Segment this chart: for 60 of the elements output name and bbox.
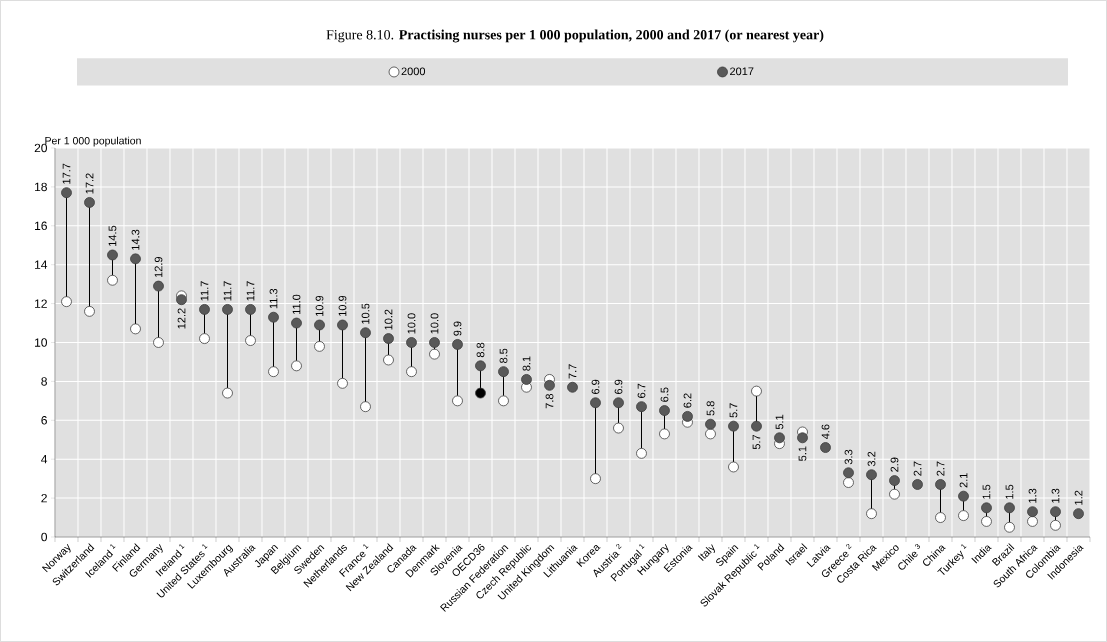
data-label: 14.3 xyxy=(131,229,140,250)
data-label: 1.3 xyxy=(1028,488,1037,503)
data-label: 2.1 xyxy=(959,473,968,488)
data-label: 10.9 xyxy=(338,295,347,316)
data-label: 6.9 xyxy=(591,379,600,395)
data-label: 3.3 xyxy=(844,449,853,465)
data-label: 10.9 xyxy=(315,295,324,316)
data-label: 3.2 xyxy=(867,451,876,467)
data-label: 6.5 xyxy=(660,387,669,402)
data-label: 4.6 xyxy=(821,424,830,440)
y-tick-label: 16 xyxy=(35,221,47,231)
data-label: 7.8 xyxy=(545,393,554,409)
data-label: 2.7 xyxy=(913,461,922,476)
y-tick-label: 4 xyxy=(41,455,48,464)
data-label: 5.1 xyxy=(798,446,807,461)
data-label: 2.9 xyxy=(890,457,899,472)
chart-title: Figure 8.10. Practising nurses per 1 000 population, 2000 and 2017 (or nearest year) xyxy=(326,29,824,43)
data-label: 11.7 xyxy=(200,281,209,301)
data-label: 11.3 xyxy=(269,288,278,309)
data-label: 10.0 xyxy=(407,313,416,334)
data-label: 5.1 xyxy=(775,414,784,430)
data-label: 6.2 xyxy=(683,393,692,408)
x-tick-label: Italy xyxy=(697,544,715,561)
data-label: 8.5 xyxy=(499,348,508,363)
data-label: 10.5 xyxy=(361,303,370,324)
data-label: 9.9 xyxy=(453,321,462,336)
y-tick-label: 2 xyxy=(41,493,47,503)
data-label: 8.1 xyxy=(522,356,531,371)
data-label: 1.2 xyxy=(1074,490,1083,505)
legend-label: 2000 xyxy=(401,67,426,76)
data-label: 6.7 xyxy=(637,383,646,398)
data-label: 1.5 xyxy=(982,484,991,499)
y-tick-label: 6 xyxy=(41,416,47,425)
data-label: 5.8 xyxy=(706,401,715,416)
data-label: 11.7 xyxy=(246,281,255,301)
data-label: 10.0 xyxy=(430,313,439,334)
y-tick-label: 0 xyxy=(41,532,47,542)
data-label: 7.7 xyxy=(568,364,577,379)
data-label: 8.8 xyxy=(476,342,485,358)
y-tick-label: 10 xyxy=(35,338,47,347)
y-tick-label: 20 xyxy=(34,143,47,153)
y-tick-label: 14 xyxy=(35,260,48,269)
data-label: 11.7 xyxy=(223,281,232,301)
data-label: 12.9 xyxy=(154,257,163,278)
data-label: 6.9 xyxy=(614,379,623,395)
data-label: 2.7 xyxy=(936,461,945,476)
data-label: 1.3 xyxy=(1051,488,1060,503)
data-label: 10.2 xyxy=(384,309,393,330)
data-label: 17.7 xyxy=(62,163,71,184)
legend-label: 2017 xyxy=(730,67,754,76)
data-label: 5.7 xyxy=(752,434,761,450)
data-label: 5.7 xyxy=(729,403,738,418)
data-label: 1.5 xyxy=(1005,484,1014,499)
y-tick-label: 18 xyxy=(35,182,47,192)
data-label: 14.5 xyxy=(108,225,117,246)
data-label: 17.2 xyxy=(85,173,94,194)
data-label: 12.2 xyxy=(177,308,186,329)
y-tick-label: 8 xyxy=(41,377,47,386)
y-tick-label: 12 xyxy=(35,299,47,308)
data-label: 11.0 xyxy=(292,294,301,315)
